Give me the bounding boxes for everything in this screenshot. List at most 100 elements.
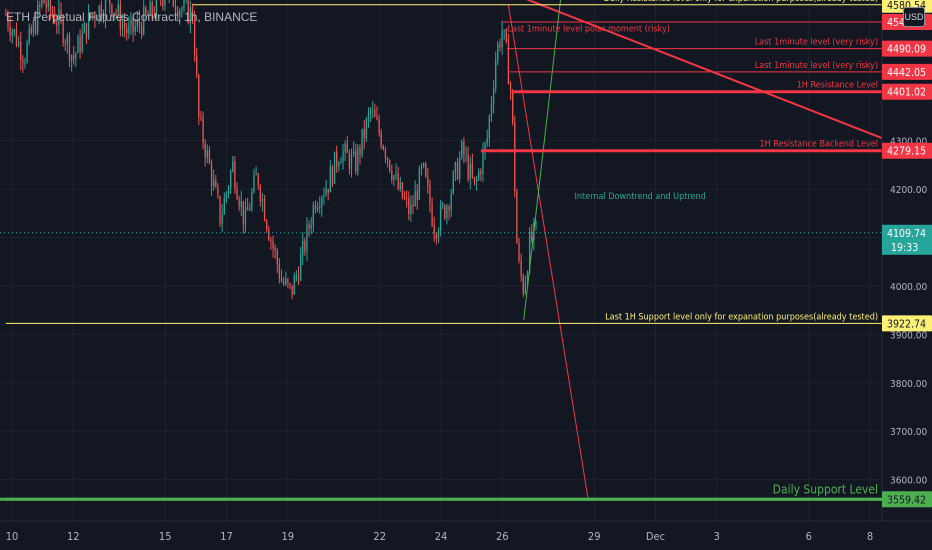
candle (26, 39, 28, 64)
candle (121, 13, 124, 37)
level-label: Daily Resistance level only for expanati… (604, 0, 878, 4)
candle (338, 160, 340, 172)
candle (357, 144, 359, 176)
candle-body (469, 163, 471, 180)
candle-body (437, 230, 440, 239)
candle (302, 232, 304, 265)
candle-body (208, 150, 211, 164)
candle-body (380, 132, 382, 147)
candle (151, 0, 153, 22)
candle (285, 271, 287, 286)
candle (164, 0, 166, 11)
candle-body (87, 13, 90, 39)
candle-body (528, 231, 531, 273)
candle-body (480, 171, 482, 175)
currency-button[interactable]: USD (903, 7, 925, 27)
candle (181, 6, 183, 18)
candle (172, 0, 175, 8)
candle (412, 195, 414, 215)
candle (229, 169, 232, 195)
candle (113, 12, 115, 22)
candle-body (340, 162, 342, 164)
candle (463, 137, 465, 164)
candle-body (24, 62, 26, 64)
candle (350, 148, 353, 178)
candle-body (524, 282, 527, 294)
candle-body (225, 192, 228, 199)
candle-body (429, 185, 431, 206)
candle-body (132, 18, 134, 32)
candle (70, 54, 73, 72)
candle-body (43, 0, 45, 4)
candle-body (213, 179, 215, 186)
candle-body (401, 182, 404, 199)
candle (39, 0, 41, 15)
candle (507, 33, 510, 85)
candle-body (319, 206, 321, 208)
candle-body (94, 14, 96, 20)
candle-body (471, 163, 474, 177)
candle-body (405, 198, 408, 200)
candle-body (497, 43, 499, 61)
candle-body (312, 205, 314, 226)
candle-body (90, 13, 92, 18)
candle-body (310, 225, 312, 229)
candle-body (420, 166, 423, 169)
candle-body (143, 7, 145, 35)
candle-body (68, 35, 71, 61)
candle-body (329, 166, 331, 193)
candle-body (115, 12, 117, 14)
candle (456, 157, 459, 181)
candle-body (297, 274, 300, 281)
candle (471, 153, 474, 179)
candle (119, 0, 122, 37)
candle (272, 235, 274, 258)
candle (382, 144, 384, 151)
candle-body (355, 150, 357, 172)
candle (395, 163, 397, 180)
candle-body (323, 195, 325, 198)
time-tick-label: 29 (588, 530, 601, 543)
candle-body (282, 281, 285, 284)
candle (162, 0, 164, 11)
candle-body (219, 196, 221, 224)
candle (5, 8, 7, 17)
candle-body (113, 12, 115, 15)
candle (297, 266, 300, 285)
candle-body (365, 119, 368, 139)
candle (520, 253, 522, 282)
candle-body (140, 25, 143, 35)
candle-body (98, 5, 100, 21)
candle-body (369, 110, 372, 114)
price-level-tag: 3922.74 (882, 315, 932, 332)
candle (512, 88, 514, 126)
candle-body (278, 264, 281, 279)
candle (244, 198, 247, 233)
price-level: Daily Support Level (5, 482, 882, 501)
candle (145, 5, 147, 16)
candle-body (495, 60, 497, 89)
candle-body (92, 14, 94, 18)
price-level-tag: 4442.05 (882, 63, 932, 80)
candle (64, 38, 66, 51)
candle-body (257, 173, 259, 187)
candles (5, 0, 537, 300)
candle-body (399, 182, 401, 190)
candle (83, 21, 85, 34)
candle-body (338, 163, 340, 167)
time-tick-label: 22 (373, 530, 386, 543)
candle (431, 197, 433, 228)
candle-body (395, 173, 397, 176)
price-tag-text: 4580.54 (887, 0, 926, 12)
candle-body (425, 163, 427, 177)
time-tick-label: 6 (806, 530, 812, 543)
candle (355, 143, 357, 175)
candle (246, 197, 249, 211)
candle (263, 195, 266, 222)
candle (96, 17, 98, 21)
price-tick-label: 3800.00 (890, 379, 927, 390)
candle-body (391, 171, 393, 180)
candle (51, 5, 54, 18)
